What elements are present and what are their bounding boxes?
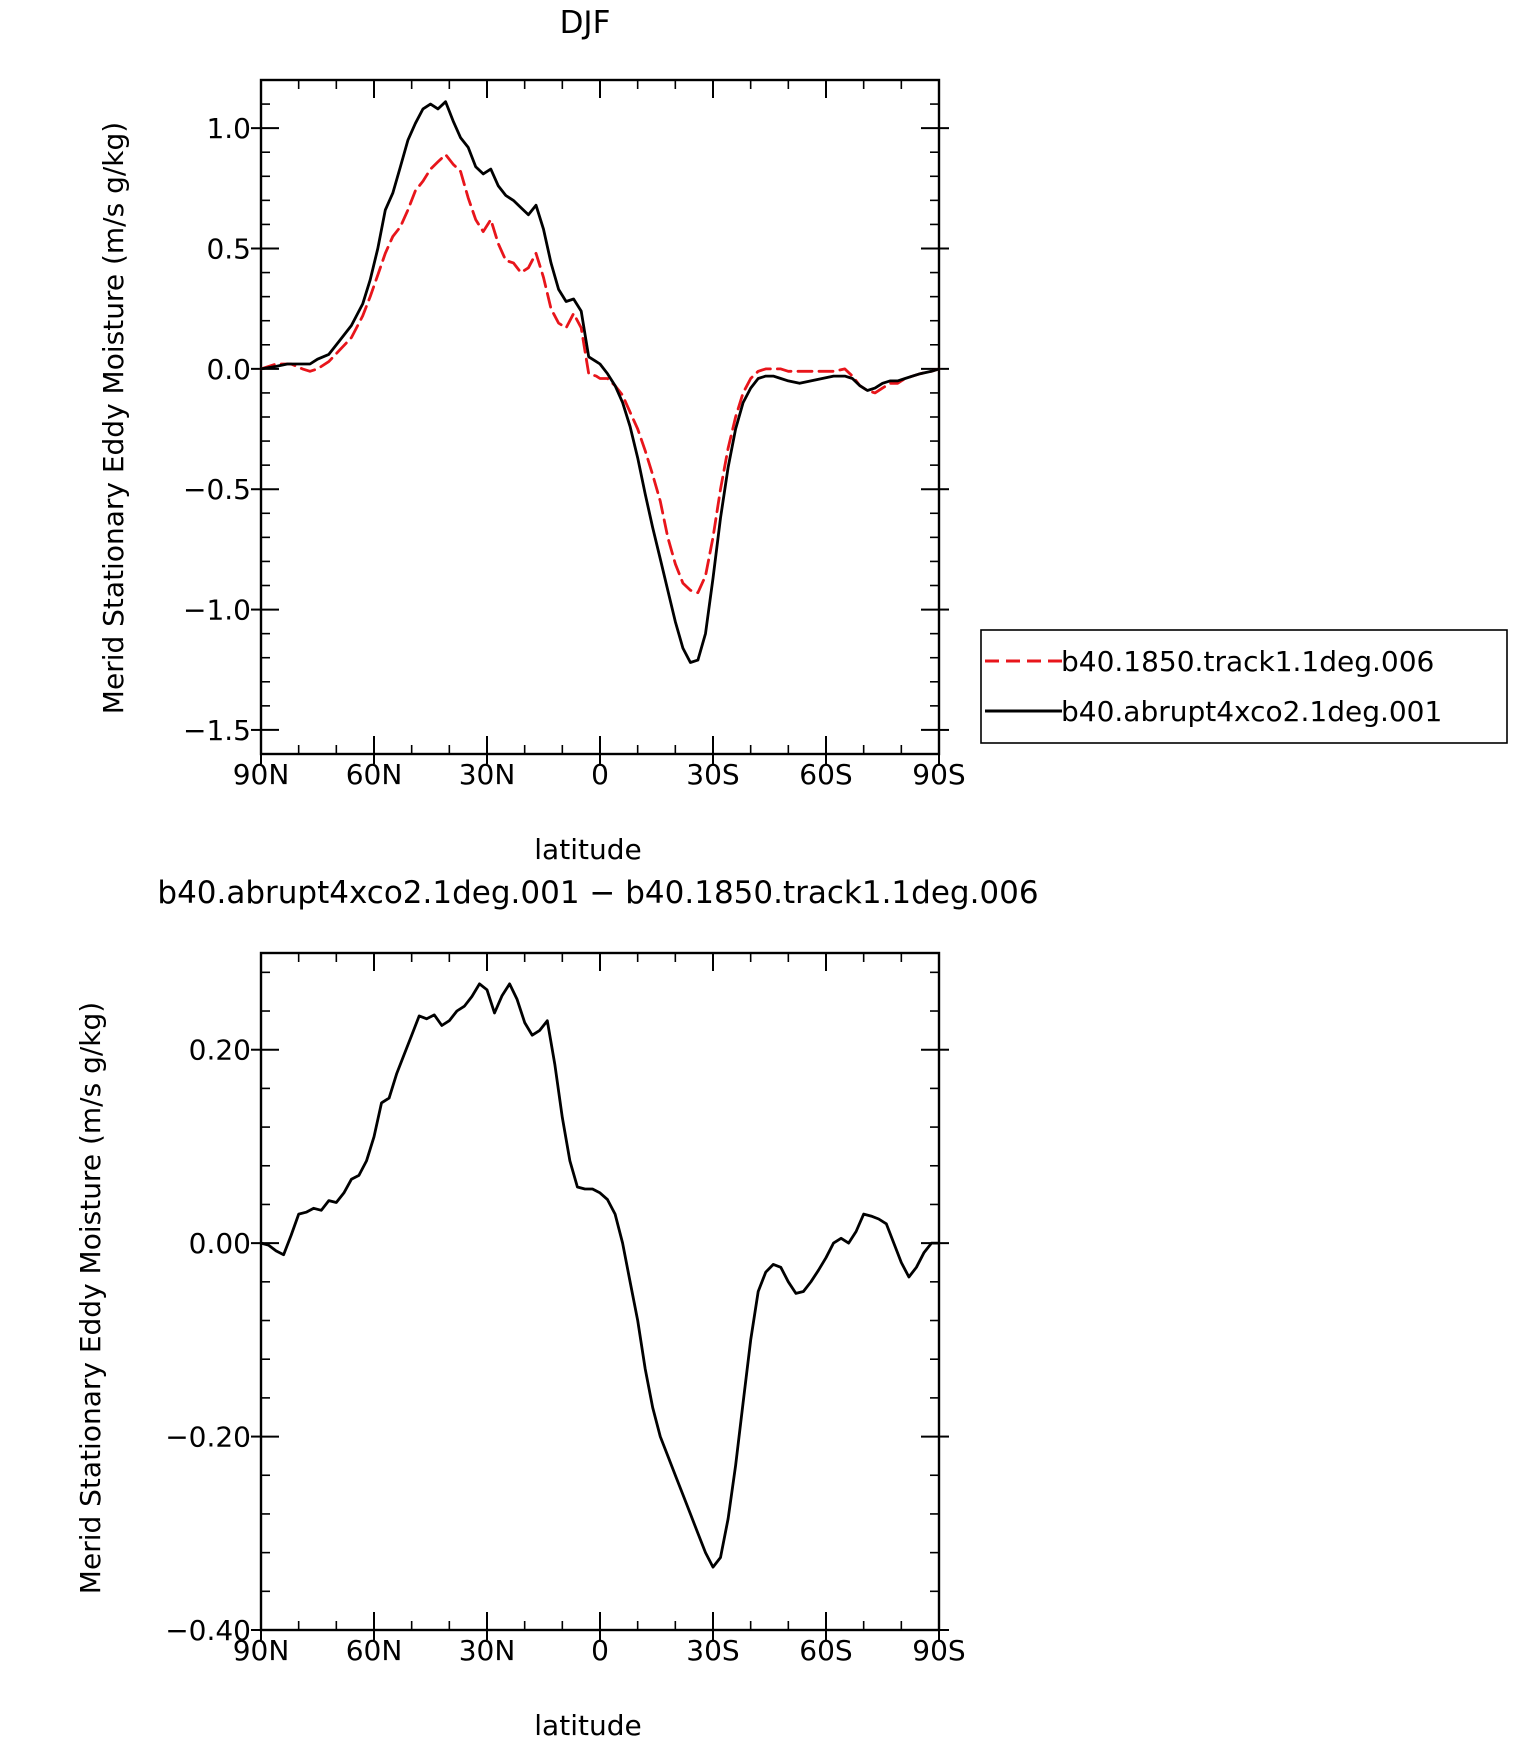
bottom-ytick-label: 0.00 xyxy=(189,1227,251,1260)
top-xtick-label: 60S xyxy=(799,758,852,791)
bottom-ytick-label: −0.20 xyxy=(165,1421,251,1454)
bottom-xtick-label: 60S xyxy=(799,1634,852,1667)
legend-label-4xco2: b40.abrupt4xco2.1deg.001 xyxy=(1061,695,1442,728)
bottom-xtick-label: 0 xyxy=(591,1634,609,1667)
top-xtick-label: 60N xyxy=(346,758,403,791)
top-ytick-label: −1.0 xyxy=(183,594,251,627)
top-xtick-label: 90S xyxy=(912,758,965,791)
bottom-xtick-label: 30N xyxy=(459,1634,516,1667)
top-panel: DJF 90N 60N 30N 0 30S 60S 90S 1.0 0.5 0.0 −0.5 −1.0… xyxy=(97,5,966,866)
bottom-ytick-label: −0.40 xyxy=(165,1614,251,1647)
legend-box xyxy=(980,629,1508,744)
top-ytick-label: −1.5 xyxy=(183,714,251,747)
bottom-plot-frame xyxy=(259,951,941,1632)
bottom-xtick-label: 90N xyxy=(233,1634,290,1667)
top-panel-axes: 90N 60N 30N 0 30S 60S 90S 1.0 0.5 0.0 −0.5 −1.0 −1.5 xyxy=(183,78,966,791)
top-panel-series xyxy=(259,100,941,664)
bottom-panel-axes: 90N 60N 30N 0 30S 60S 90S 0.20 0.00 −0.20 −0.40 xyxy=(165,951,966,1667)
top-ytick-label: −0.5 xyxy=(183,473,251,506)
bottom-ytick-label: 0.20 xyxy=(189,1034,251,1067)
top-series-line-0 xyxy=(259,153,941,595)
bottom-panel: b40.abrupt4xco2.1deg.001 − b40.1850.trac… xyxy=(74,875,1039,1742)
bottom-panel-ylabel: Merid Stationary Eddy Moisture (m/s g/kg… xyxy=(74,1002,107,1594)
bottom-xtick-label: 30S xyxy=(686,1634,739,1667)
top-ytick-label: 1.0 xyxy=(206,112,251,145)
top-panel-ylabel: Merid Stationary Eddy Moisture (m/s g/kg… xyxy=(97,122,130,714)
top-series-line-1 xyxy=(259,100,941,664)
top-panel-title: DJF xyxy=(560,5,611,41)
top-ytick-label: 0.5 xyxy=(206,233,251,266)
bottom-panel-title: b40.abrupt4xco2.1deg.001 − b40.1850.trac… xyxy=(157,875,1038,911)
top-xtick-label: 30N xyxy=(459,758,516,791)
top-xtick-label: 0 xyxy=(591,758,609,791)
legend: b40.1850.track1.1deg.006 b40.abrupt4xco2… xyxy=(980,629,1508,744)
top-plot-frame xyxy=(259,78,941,756)
legend-label-control: b40.1850.track1.1deg.006 xyxy=(1061,645,1434,678)
top-panel-xlabel: latitude xyxy=(534,833,641,866)
top-xtick-label: 90N xyxy=(233,758,290,791)
bottom-series-line-0 xyxy=(259,982,941,1569)
top-ytick-label: 0.0 xyxy=(206,353,251,386)
top-xtick-label: 30S xyxy=(686,758,739,791)
bottom-panel-xlabel: latitude xyxy=(534,1709,641,1742)
bottom-xtick-label: 60N xyxy=(346,1634,403,1667)
bottom-panel-series xyxy=(259,982,941,1569)
bottom-xtick-label: 90S xyxy=(912,1634,965,1667)
